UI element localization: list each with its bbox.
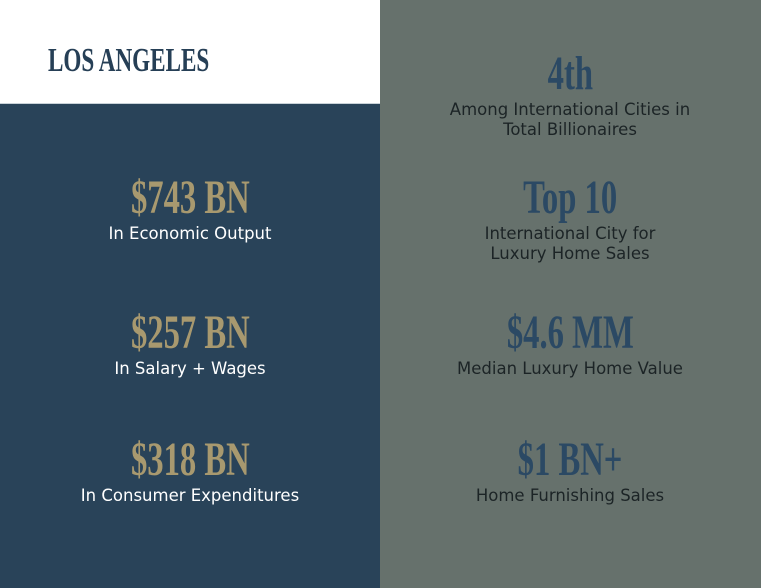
stat-economic-output: $743 BN In Economic Output bbox=[0, 174, 380, 244]
page-title: LOS ANGELES bbox=[48, 42, 210, 79]
stat-label: In Economic Output bbox=[108, 224, 272, 243]
stat-label: Home Furnishing Sales bbox=[475, 486, 665, 505]
title-panel: LOS ANGELES bbox=[0, 0, 380, 104]
stat-label: International City for Luxury Home Sales bbox=[484, 224, 656, 263]
stat-home-furnishing: $1 BN+ Home Furnishing Sales bbox=[380, 436, 760, 506]
stat-consumer-expenditures: $318 BN In Consumer Expenditures bbox=[0, 436, 380, 506]
stat-label: In Consumer Expenditures bbox=[80, 486, 300, 505]
stat-luxury-home-sales: Top 10 International City for Luxury Hom… bbox=[380, 174, 760, 264]
stat-value: $4.6 MM bbox=[506, 306, 634, 359]
stat-value: $318 BN bbox=[130, 433, 250, 486]
left-stats-panel: $743 BN In Economic Output $257 BN In Sa… bbox=[0, 104, 380, 588]
stat-value: 4th bbox=[547, 47, 593, 100]
stat-salary-wages: $257 BN In Salary + Wages bbox=[0, 309, 380, 379]
stat-value: $743 BN bbox=[130, 171, 250, 224]
stat-value: $1 BN+ bbox=[517, 433, 623, 486]
stat-label: Median Luxury Home Value bbox=[457, 359, 683, 378]
stat-label: In Salary + Wages bbox=[114, 359, 266, 378]
stat-value: Top 10 bbox=[522, 171, 618, 224]
stat-value: $257 BN bbox=[130, 306, 250, 359]
stat-median-home-value: $4.6 MM Median Luxury Home Value bbox=[380, 309, 760, 379]
stat-label: Among International Cities in Total Bill… bbox=[449, 100, 691, 139]
right-stats-panel: 4th Among International Cities in Total … bbox=[380, 0, 761, 588]
stat-billionaires: 4th Among International Cities in Total … bbox=[380, 50, 760, 140]
